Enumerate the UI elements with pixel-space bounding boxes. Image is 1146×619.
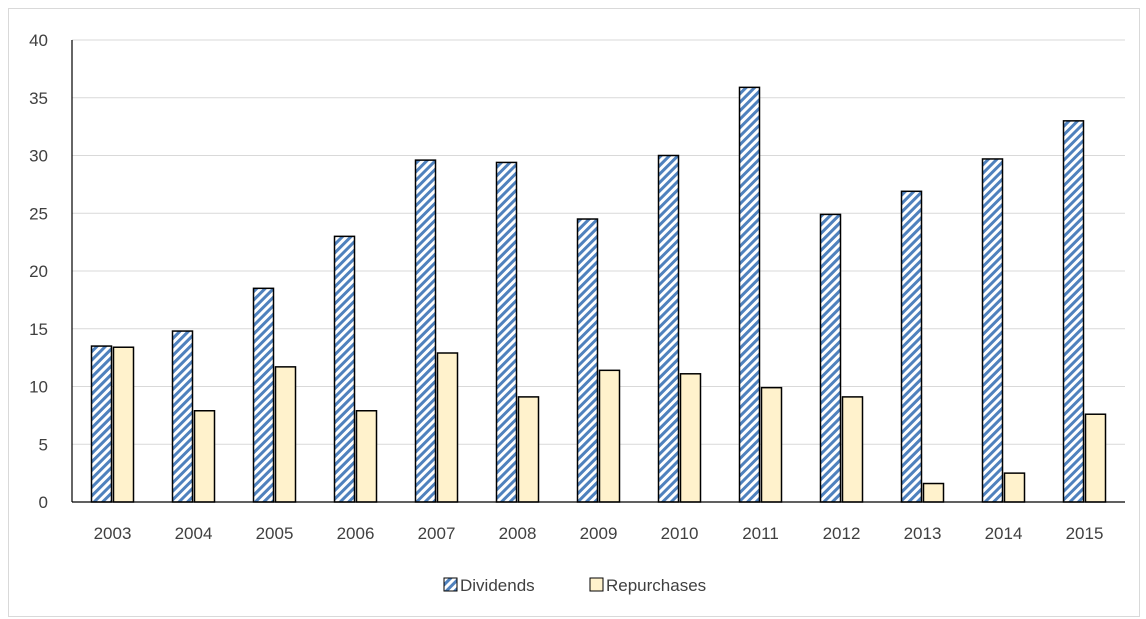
x-tick-label: 2015 bbox=[1066, 524, 1104, 543]
y-tick-label: 20 bbox=[29, 262, 48, 281]
bar-repurchases-2008 bbox=[517, 396, 540, 503]
y-tick-label: 35 bbox=[29, 89, 48, 108]
x-tick-label: 2010 bbox=[661, 524, 699, 543]
bar-dividends-2006 bbox=[333, 235, 356, 503]
x-tick-label: 2008 bbox=[499, 524, 537, 543]
bar-dividends-2008 bbox=[495, 161, 518, 503]
bar-repurchases-2006 bbox=[355, 410, 378, 503]
gridlines bbox=[72, 39, 1125, 445]
bar-dividends-2003 bbox=[90, 345, 113, 503]
y-tick-label: 15 bbox=[29, 320, 48, 339]
legend-label-repurchases: Repurchases bbox=[606, 576, 706, 595]
bar-repurchases-2011 bbox=[760, 386, 783, 503]
bar-dividends-2010 bbox=[657, 154, 680, 503]
bar-dividends-2011 bbox=[738, 86, 761, 503]
x-tick-label: 2011 bbox=[742, 524, 779, 543]
x-tick-label: 2006 bbox=[337, 524, 375, 543]
bar-dividends-2013 bbox=[900, 190, 923, 503]
bar-repurchases-2009 bbox=[598, 369, 621, 503]
y-tick-label: 25 bbox=[29, 204, 48, 223]
bar-dividends-2009 bbox=[576, 218, 599, 503]
x-tick-label: 2004 bbox=[175, 524, 213, 543]
x-tick-label: 2009 bbox=[580, 524, 618, 543]
x-tick-label: 2014 bbox=[985, 524, 1023, 543]
x-tick-label: 2013 bbox=[904, 524, 942, 543]
bar-repurchases-2005 bbox=[274, 366, 297, 503]
bar-repurchases-2013 bbox=[922, 482, 945, 503]
y-tick-label: 0 bbox=[39, 493, 48, 512]
bar-dividends-2004 bbox=[171, 330, 194, 503]
x-tick-label: 2005 bbox=[256, 524, 294, 543]
bar-repurchases-2015 bbox=[1084, 413, 1107, 503]
bar-dividends-2014 bbox=[981, 158, 1004, 503]
x-tick-label: 2007 bbox=[418, 524, 456, 543]
bar-repurchases-2004 bbox=[193, 410, 216, 503]
y-tick-label: 5 bbox=[39, 435, 48, 454]
y-axis-ticks: 0 5 10 15 20 25 30 35 40 bbox=[29, 31, 48, 512]
x-tick-label: 2003 bbox=[94, 524, 132, 543]
chart-border bbox=[8, 8, 1140, 617]
axes bbox=[71, 40, 1125, 503]
legend-swatch-repurchases bbox=[589, 577, 604, 592]
bar-dividends-2007 bbox=[414, 159, 437, 503]
bar-dividends-2012 bbox=[819, 213, 842, 503]
bar-dividends-2015 bbox=[1062, 120, 1085, 503]
y-tick-label: 40 bbox=[29, 31, 48, 50]
bar-repurchases-2003 bbox=[112, 346, 135, 503]
bar-repurchases-2010 bbox=[679, 373, 702, 503]
bars bbox=[90, 86, 1107, 503]
bar-repurchases-2007 bbox=[436, 352, 459, 503]
y-tick-label: 10 bbox=[29, 378, 48, 397]
x-tick-label: 2012 bbox=[823, 524, 861, 543]
y-tick-label: 30 bbox=[29, 147, 48, 166]
bar-repurchases-2012 bbox=[841, 396, 864, 503]
bar-dividends-2005 bbox=[252, 287, 275, 503]
legend-label-dividends: Dividends bbox=[460, 576, 535, 595]
legend: Dividends Repurchases bbox=[443, 576, 706, 595]
legend-swatch-dividends bbox=[443, 577, 458, 592]
x-axis-ticks: 2003 2004 2005 2006 2007 2008 2009 2010 2011 2012… bbox=[94, 524, 1104, 543]
bar-repurchases-2014 bbox=[1003, 472, 1026, 503]
